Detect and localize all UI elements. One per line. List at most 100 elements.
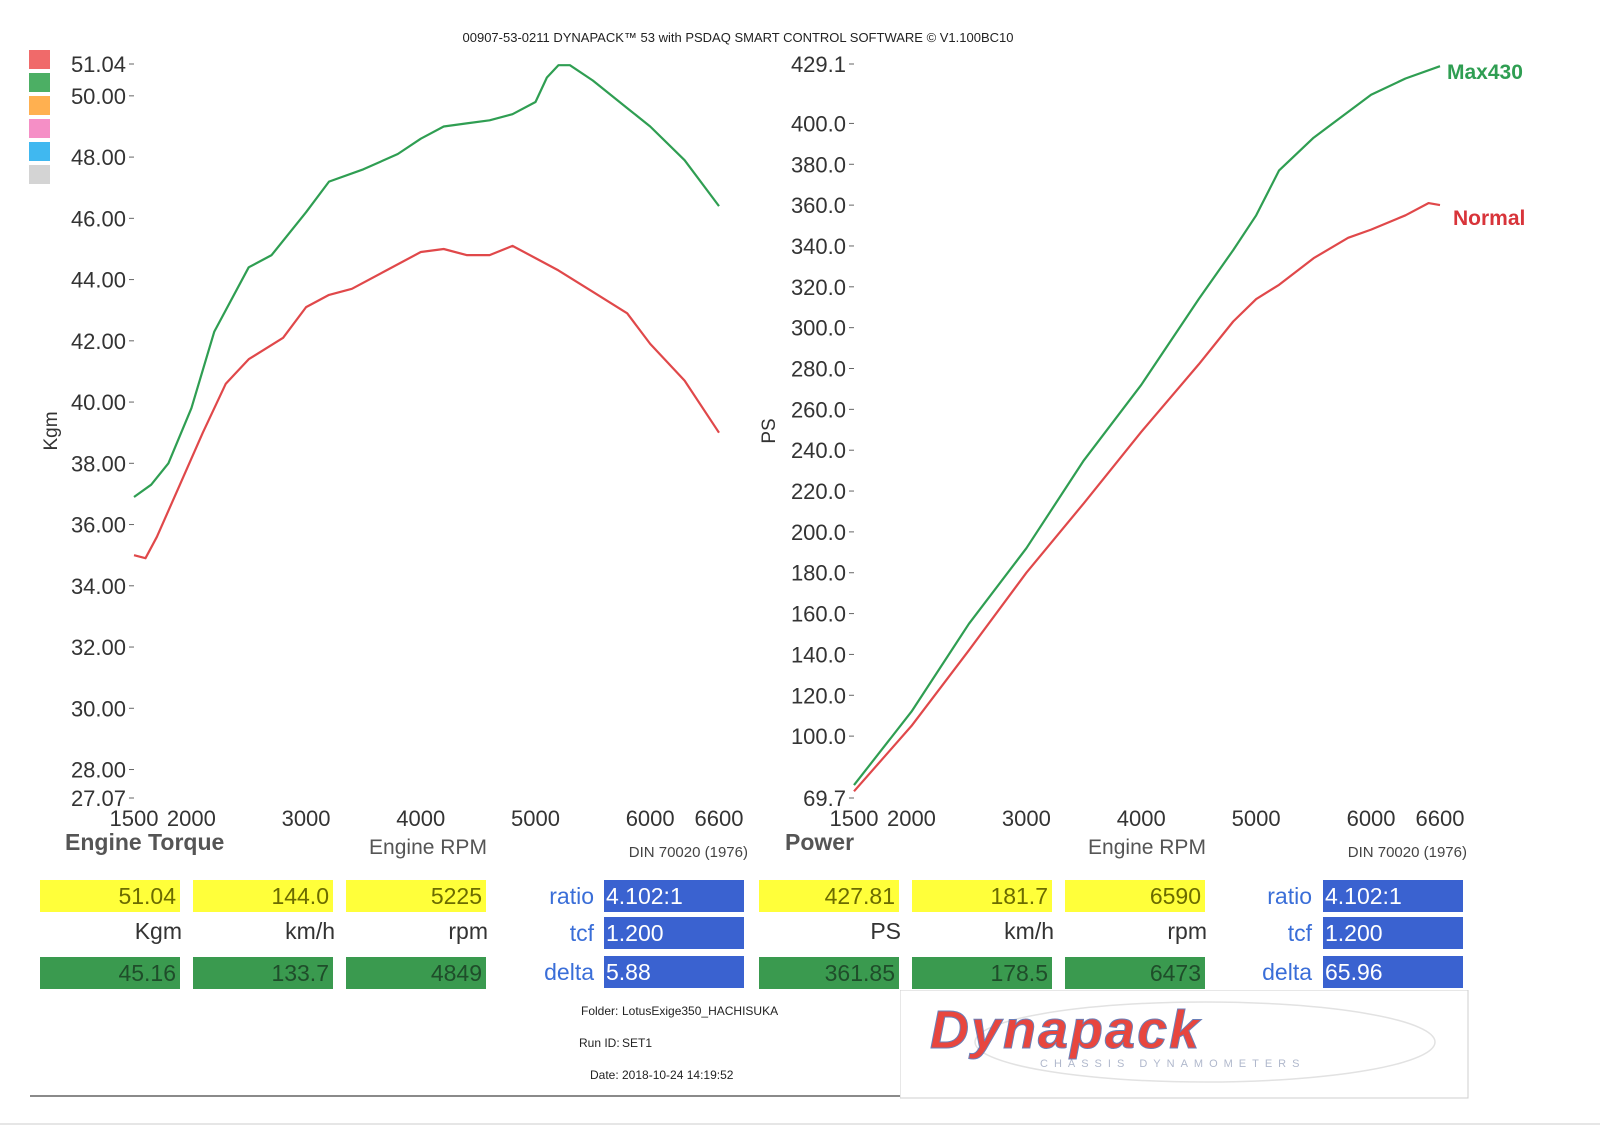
swatch-pink (29, 119, 50, 138)
torque-series (133, 64, 720, 560)
p-y-tick-label: 320.0 (791, 275, 846, 300)
p-y-tick-label: 380.0 (791, 152, 846, 177)
torque-x-axis: 1500 2000 3000 4000 5000 6000 6600 (110, 806, 744, 831)
run-id-value: SET1 (622, 1036, 653, 1050)
t-x-tick-label: 5000 (511, 806, 560, 831)
power-normal-rpm: 6473 (1065, 957, 1205, 989)
t-y-tick-label: 27.07 (71, 786, 126, 811)
p-x-tick-label: 2000 (887, 806, 936, 831)
power-chart: 69.7 100.0 120.0 140.0 160.0 180.0 200.0 220.0 2… (759, 52, 1525, 861)
power-unit-ps: PS (870, 918, 901, 944)
p-y-tick-label: 160.0 (791, 602, 846, 627)
power-tcf-label: tcf (1287, 920, 1312, 946)
torque-y-label: Kgm (41, 411, 62, 450)
p-y-tick-label: 240.0 (791, 438, 846, 463)
folder-label: Folder: (581, 1004, 619, 1018)
date-label: Date: (590, 1068, 619, 1082)
t-x-tick-label: 3000 (282, 806, 331, 831)
swatch-orange (29, 96, 50, 115)
run-id-label: Run ID: (579, 1036, 620, 1050)
t-y-tick-label: 51.04 (71, 52, 126, 77)
p-x-tick-label: 1500 (830, 806, 879, 831)
torque-tcf-value: 1.200 (604, 917, 744, 949)
folder-value: LotusExige350_HACHISUKA (622, 1004, 779, 1018)
t-y-tick-label: 30.00 (71, 696, 126, 721)
power-max-kmh: 181.7 (912, 880, 1052, 912)
p-y-tick-label: 340.0 (791, 234, 846, 259)
power-y-axis: 69.7 100.0 120.0 140.0 160.0 180.0 200.0 220.0 2… (791, 52, 854, 811)
torque-y-axis: 27.07 28.00 30.00 32.00 34.00 36.00 38.00 40.00… (71, 52, 134, 811)
t-y-tick-label: 36.00 (71, 513, 126, 538)
page-title: 00907-53-0211 DYNAPACK™ 53 with PSDAQ SM… (463, 30, 1014, 45)
t-x-tick-label: 1500 (110, 806, 159, 831)
legend-normal: Normal (1453, 207, 1525, 230)
power-x-label: Engine RPM (1088, 836, 1206, 859)
p-x-tick-label: 3000 (1002, 806, 1051, 831)
torque-normal-kgm: 45.16 (40, 957, 180, 989)
torque-normal-rpm: 4849 (346, 957, 486, 989)
swatch-blue (29, 142, 50, 161)
torque-unit-kgm: Kgm (134, 918, 182, 944)
t-y-tick-label: 40.00 (71, 390, 126, 415)
power-delta-label: delta (1262, 959, 1312, 985)
logo-subtitle: CHASSIS DYNAMOMETERS (1040, 1058, 1305, 1070)
p-y-tick-label: 69.7 (803, 786, 846, 811)
p-y-tick-label: 260.0 (791, 397, 846, 422)
torque-normal-kmh: 133.7 (193, 957, 333, 989)
power-max-ps: 427.81 (759, 880, 899, 912)
p-y-tick-label: 360.0 (791, 193, 846, 218)
p-x-tick-label: 6600 (1416, 806, 1465, 831)
torque-delta-value: 5.88 (604, 956, 744, 988)
torque-standard: DIN 70020 (1976) (629, 844, 748, 861)
power-series (853, 65, 1441, 793)
torque-delta-label: delta (544, 959, 594, 985)
p-y-tick-label: 220.0 (791, 479, 846, 504)
torque-tcf-label: tcf (569, 920, 594, 946)
p-y-tick-label: 400.0 (791, 111, 846, 136)
torque-ratio-label: ratio (549, 883, 594, 909)
p-series-normal (853, 202, 1441, 793)
t-y-tick-label: 32.00 (71, 635, 126, 660)
t-series-normal (133, 244, 720, 560)
power-x-axis: 1500 2000 3000 4000 5000 6000 6600 (830, 806, 1465, 831)
p-y-tick-label: 120.0 (791, 683, 846, 708)
torque-title: Engine Torque (65, 829, 224, 855)
logo-text: Dynapack (930, 1000, 1202, 1060)
power-ratio-label: ratio (1267, 883, 1312, 909)
p-y-tick-label: 429.1 (791, 52, 846, 77)
t-y-tick-label: 28.00 (71, 758, 126, 783)
p-x-tick-label: 6000 (1347, 806, 1396, 831)
power-title: Power (785, 829, 854, 855)
p-y-tick-label: 180.0 (791, 561, 846, 586)
t-x-tick-label: 6600 (695, 806, 744, 831)
power-standard: DIN 70020 (1976) (1348, 844, 1467, 861)
t-y-tick-label: 46.00 (71, 206, 126, 231)
torque-max-kmh: 144.0 (193, 880, 333, 912)
power-y-label: PS (759, 418, 780, 443)
power-normal-kmh: 178.5 (912, 957, 1052, 989)
p-y-tick-label: 100.0 (791, 724, 846, 749)
dynapack-logo: Dynapack CHASSIS DYNAMOMETERS (900, 990, 1469, 1099)
p-x-tick-label: 4000 (1117, 806, 1166, 831)
torque-unit-rpm: rpm (448, 918, 488, 944)
t-y-tick-label: 34.00 (71, 574, 126, 599)
torque-unit-kmh: km/h (285, 918, 335, 944)
p-x-tick-label: 5000 (1232, 806, 1281, 831)
torque-chart: 27.07 28.00 30.00 32.00 34.00 36.00 38.00 40.00… (41, 52, 748, 861)
t-x-tick-label: 6000 (626, 806, 675, 831)
swatch-red (29, 50, 50, 69)
torque-max-kgm: 51.04 (40, 880, 180, 912)
torque-ratio-value: 4.102:1 (604, 880, 744, 912)
power-ratio-value: 4.102:1 (1323, 880, 1463, 912)
power-delta-value: 65.96 (1323, 956, 1463, 988)
power-tcf-value: 1.200 (1323, 917, 1463, 949)
p-y-tick-label: 300.0 (791, 316, 846, 341)
swatch-grey (29, 165, 50, 184)
legend-max430: Max430 (1447, 61, 1523, 84)
p-y-tick-label: 140.0 (791, 642, 846, 667)
power-max-rpm: 6590 (1065, 880, 1205, 912)
t-y-tick-label: 38.00 (71, 451, 126, 476)
t-y-tick-label: 44.00 (71, 268, 126, 293)
torque-max-rpm: 5225 (346, 880, 486, 912)
